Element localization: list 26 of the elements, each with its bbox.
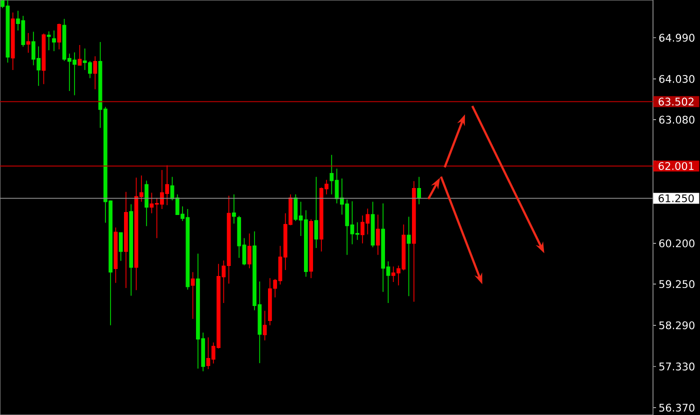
y-tick-label: 64.990 bbox=[659, 34, 694, 42]
y-tick-label: 63.080 bbox=[659, 116, 694, 124]
y-tick-label: 59.250 bbox=[659, 280, 694, 288]
y-tick-label: 57.330 bbox=[659, 362, 694, 370]
candlestick bbox=[247, 233, 252, 269]
candlestick bbox=[57, 23, 62, 50]
y-tick-label: 64.030 bbox=[659, 75, 694, 83]
candlestick bbox=[309, 218, 314, 278]
candlestick bbox=[93, 56, 98, 90]
candlestick bbox=[232, 194, 236, 224]
ref-line-label: 61.250 bbox=[658, 194, 694, 202]
candlestick bbox=[129, 204, 134, 296]
ref-line-label: 62.001 bbox=[658, 162, 694, 170]
candlestick bbox=[10, 12, 15, 70]
candlestick bbox=[118, 232, 123, 262]
candlestick bbox=[124, 191, 128, 288]
y-tick-label: 56.370 bbox=[659, 404, 694, 412]
candlestick bbox=[52, 30, 56, 52]
candlestick bbox=[376, 214, 380, 256]
candlestick bbox=[412, 180, 416, 302]
candlestick bbox=[144, 180, 148, 227]
candlestick bbox=[417, 176, 422, 205]
y-tick-label: 58.290 bbox=[659, 321, 694, 330]
y-tick-label: 60.200 bbox=[659, 239, 694, 248]
ref-line-label: 63.502 bbox=[658, 98, 694, 106]
candlestick bbox=[46, 30, 51, 51]
